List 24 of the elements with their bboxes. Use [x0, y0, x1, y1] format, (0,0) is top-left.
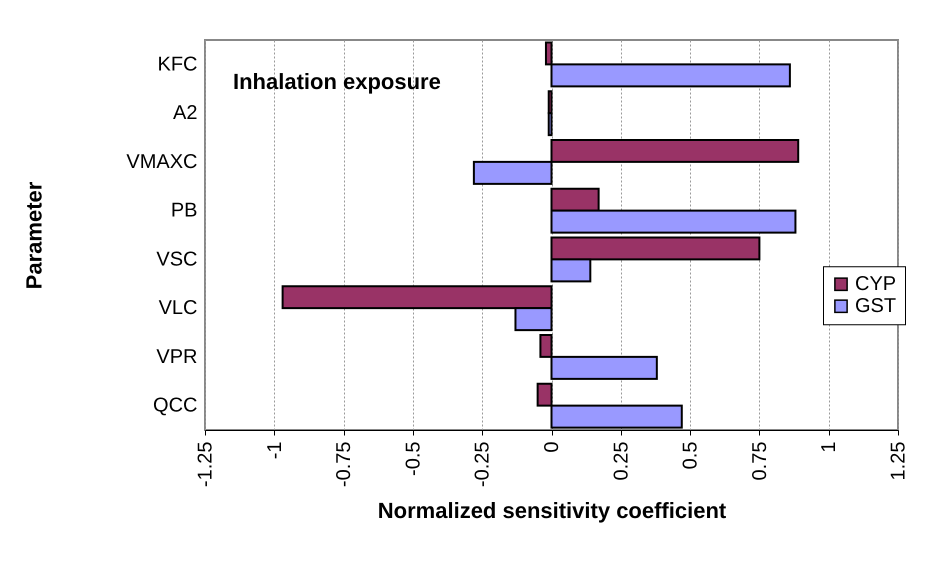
- y-tick-label: VPR: [156, 346, 198, 368]
- x-tick-label: 0.25: [610, 442, 632, 480]
- legend-label: CYP: [855, 273, 896, 296]
- x-tick-label: -0.5: [402, 442, 424, 476]
- legend-label: GST: [855, 295, 896, 318]
- x-tick-label: 1.25: [888, 442, 910, 480]
- x-tick-label: 1: [818, 442, 840, 453]
- y-tick-label: VSC: [156, 248, 198, 270]
- x-tick-label: 0.5: [680, 442, 702, 470]
- x-tick-label: 0.75: [748, 442, 771, 480]
- x-tick-label: -1: [264, 442, 286, 460]
- y-tick-label: KFC: [158, 53, 198, 76]
- y-tick-label: VMAXC: [126, 150, 198, 173]
- x-axis-title: Normalized sensitivity coefficient: [378, 498, 727, 524]
- y-tick-label: A2: [173, 102, 198, 124]
- x-tick-label: -1.25: [194, 442, 216, 488]
- x-tick-label: 0: [541, 442, 563, 453]
- y-tick-label: PB: [170, 200, 198, 222]
- y-axis-title: Parameter: [21, 181, 46, 290]
- y-tick-label: QCC: [153, 394, 198, 417]
- y-tick-label: VLC: [158, 297, 198, 320]
- x-tick-label: -0.25: [472, 442, 494, 488]
- x-tick-label: -0.75: [333, 442, 356, 488]
- annotation: Inhalation exposure: [233, 69, 441, 94]
